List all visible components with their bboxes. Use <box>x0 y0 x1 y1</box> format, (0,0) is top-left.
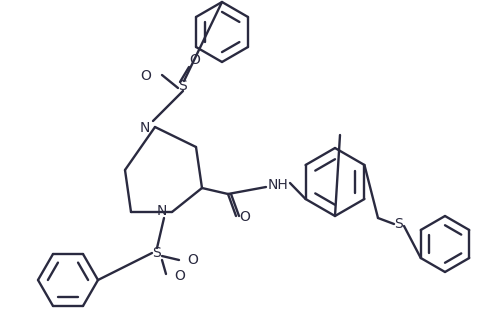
Text: N: N <box>140 121 150 135</box>
Text: O: O <box>240 210 250 224</box>
Text: S: S <box>395 217 404 231</box>
Text: S: S <box>153 246 162 260</box>
Text: O: O <box>140 69 151 83</box>
Text: O: O <box>188 253 198 267</box>
Text: O: O <box>175 269 186 283</box>
Text: NH: NH <box>268 178 288 192</box>
Text: O: O <box>190 53 200 67</box>
Text: N: N <box>157 204 167 218</box>
Text: S: S <box>179 79 188 93</box>
